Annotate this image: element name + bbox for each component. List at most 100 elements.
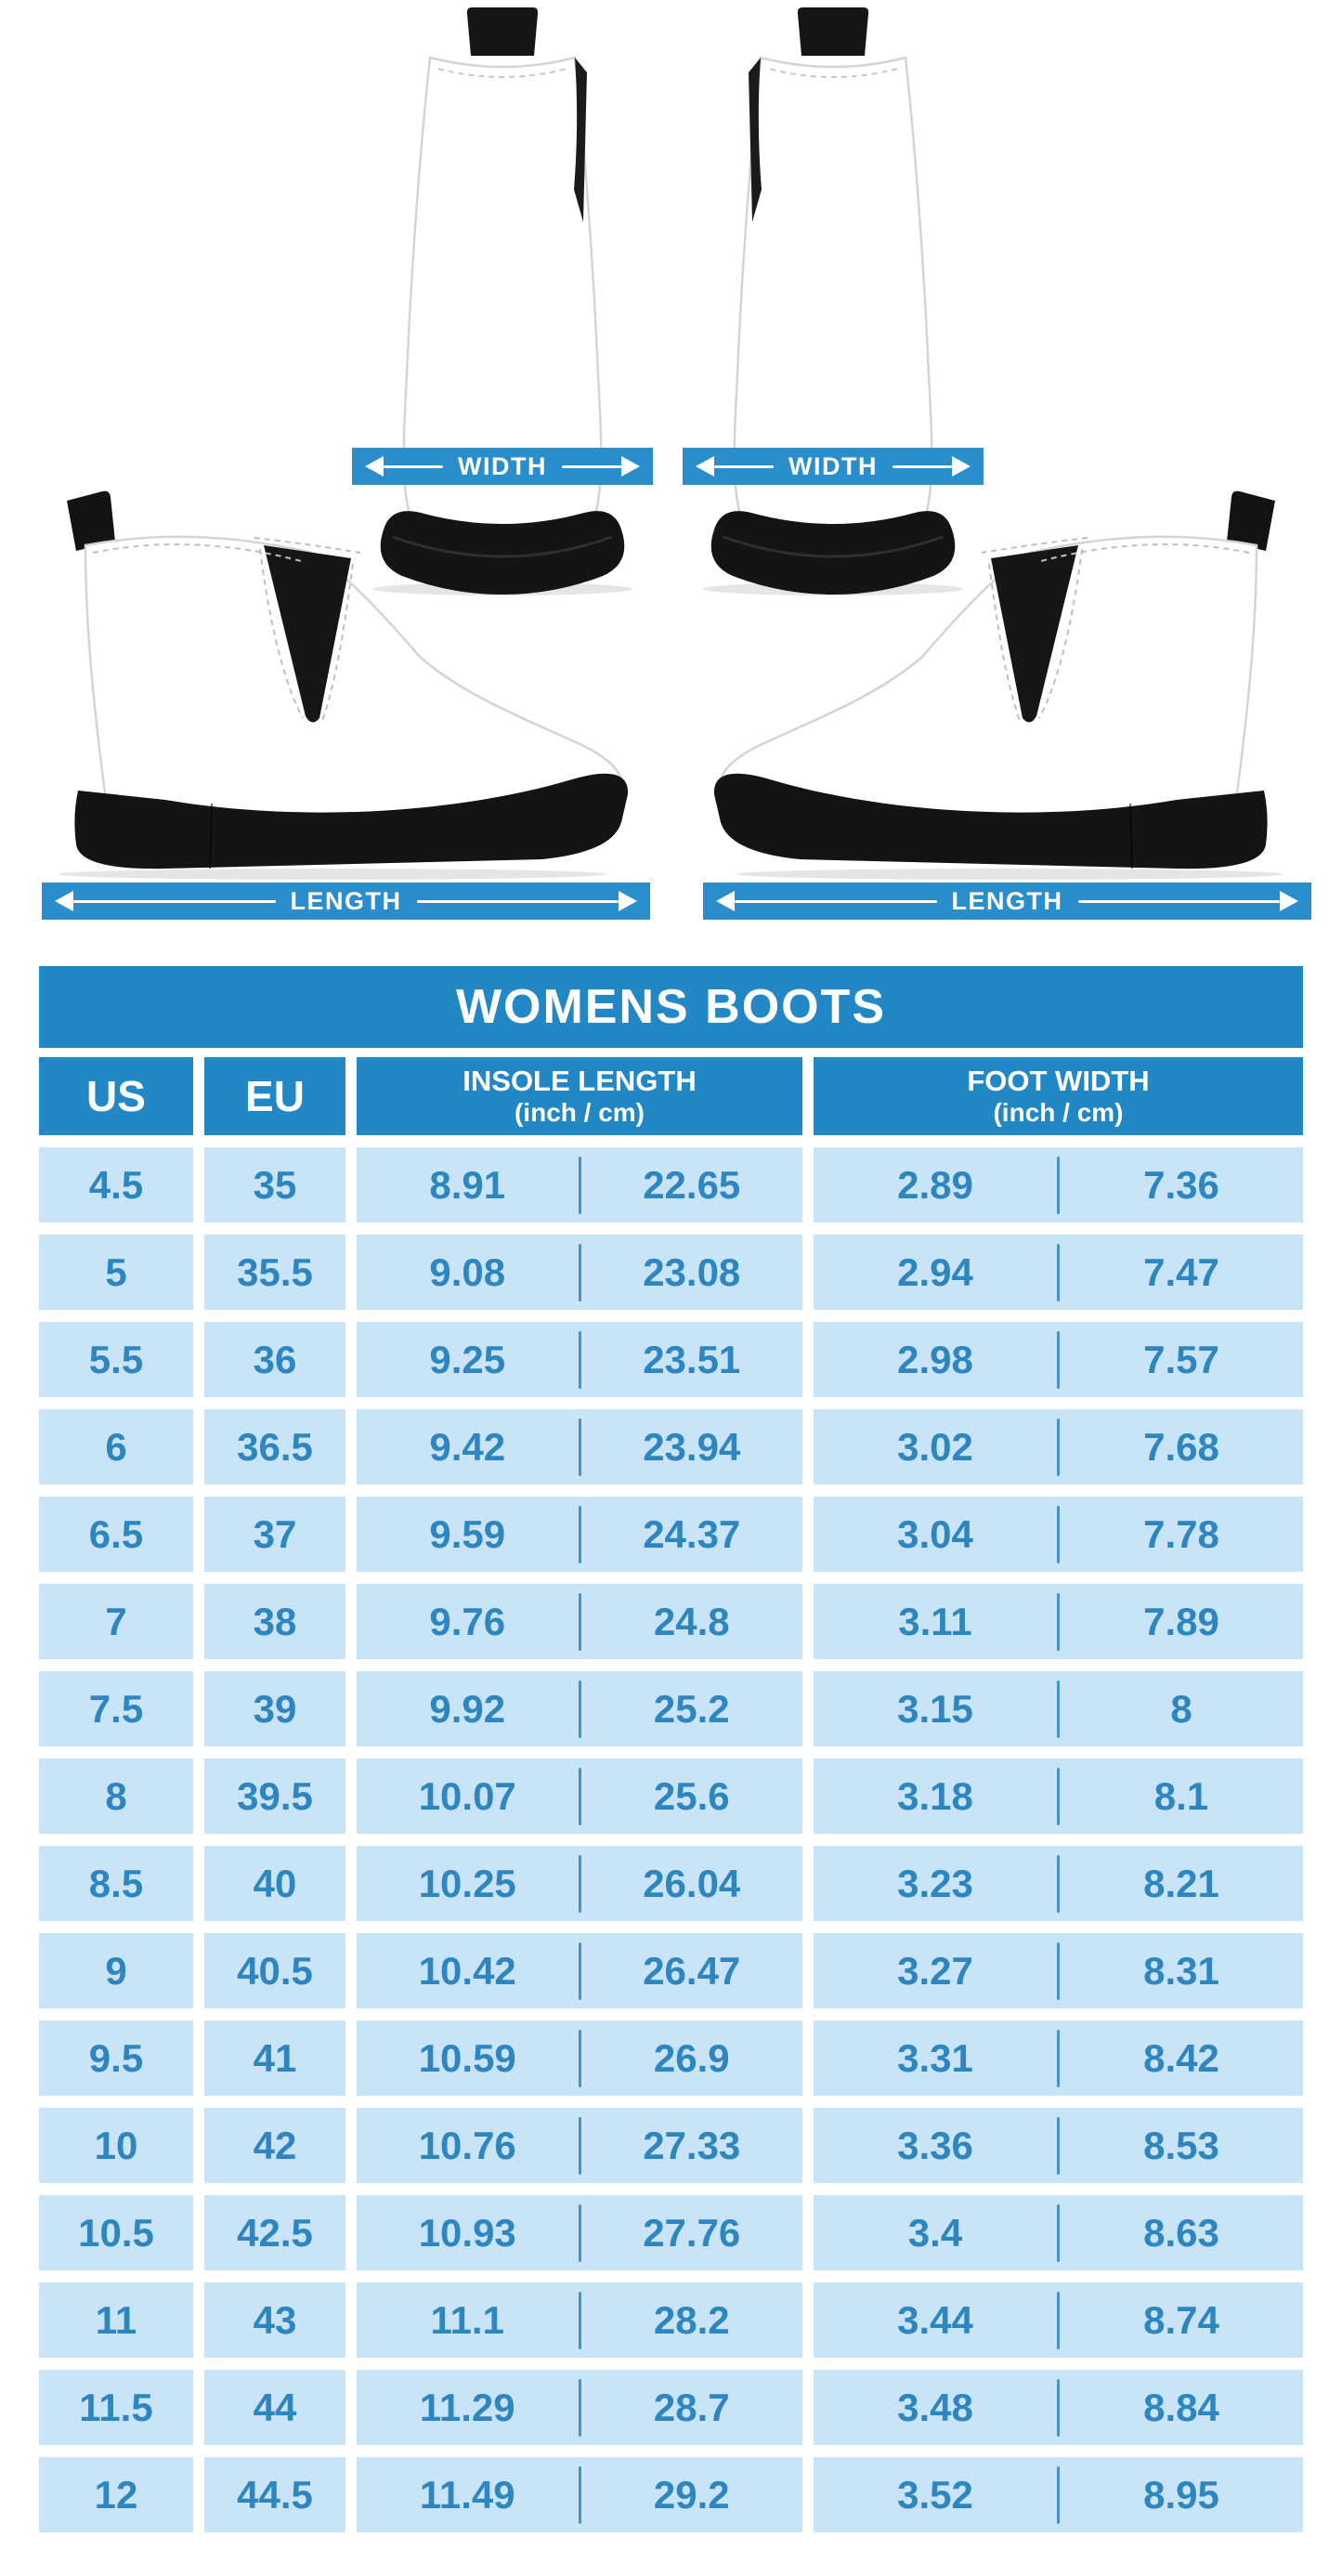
table-row: 7 38 9.76 24.8 3.11 7.89 [39, 1584, 1303, 1659]
eu-size-value: 40 [253, 1861, 297, 1905]
insole-inch-value: 9.92 [429, 1686, 506, 1731]
us-size-value: 10.5 [78, 2210, 154, 2255]
us-size-value: 6.5 [88, 1511, 144, 1556]
boot-side-right-image [703, 484, 1316, 880]
boot-side-left-image [26, 484, 639, 880]
us-size-value: 5.5 [88, 1337, 144, 1381]
foot-width-inch-value: 3.11 [898, 1599, 972, 1643]
table-row: 5.5 36 9.25 23.51 2.98 7.57 [39, 1322, 1303, 1397]
eu-size-value: 44 [253, 2385, 297, 2429]
arrow-line [714, 464, 774, 468]
eu-size-cell: 35.5 [204, 1235, 345, 1310]
insole-cm-value: 25.2 [653, 1686, 730, 1731]
us-size-value: 4.5 [88, 1162, 144, 1207]
table-title: WOMENS BOOTS [39, 966, 1303, 1048]
unit-divider [578, 1592, 581, 1651]
eu-size-cell: 38 [204, 1584, 345, 1659]
arrow-left-icon [55, 891, 73, 911]
us-size-cell: 8.5 [39, 1846, 193, 1921]
foot-width-cell: 3.18 8.1 [814, 1759, 1303, 1834]
unit-divider [1057, 2291, 1060, 2349]
us-size-cell: 10.5 [39, 2195, 193, 2270]
table-row: 6.5 37 9.59 24.37 3.04 7.78 [39, 1497, 1303, 1572]
insole-length-cell: 8.91 22.65 [357, 1147, 802, 1223]
eu-size-cell: 44 [204, 2370, 345, 2445]
foot-width-inch-value: 3.48 [897, 2385, 973, 2429]
arrow-line [73, 899, 276, 903]
insole-length-cell: 11.49 29.2 [357, 2457, 802, 2532]
foot-width-cell: 3.48 8.84 [814, 2370, 1303, 2445]
column-header-foot-width: FOOT WIDTH (inch / cm) [814, 1057, 1303, 1135]
us-size-cell: 11.5 [39, 2370, 193, 2445]
foot-width-cell: 3.04 7.78 [814, 1497, 1303, 1572]
insole-length-cell: 10.59 26.9 [357, 2020, 802, 2096]
foot-width-cm-value: 7.47 [1143, 1249, 1219, 1294]
us-size-cell: 4.5 [39, 1147, 193, 1223]
eu-size-cell: 41 [204, 2020, 345, 2096]
insole-length-cell: 9.59 24.37 [357, 1497, 802, 1572]
insole-inch-value: 10.42 [418, 1948, 516, 1993]
us-size-cell: 10 [39, 2108, 193, 2183]
boot-front-left-image: WIDTH [352, 4, 653, 598]
eu-size-value: 37 [253, 1511, 297, 1556]
table-row: 10.5 42.5 10.93 27.76 3.4 8.63 [39, 2195, 1303, 2270]
arrow-line [384, 464, 443, 468]
eu-size-value: 36.5 [237, 1424, 313, 1469]
foot-width-cell: 3.36 8.53 [814, 2108, 1303, 2183]
eu-size-value: 35.5 [237, 1249, 313, 1294]
foot-width-inch-value: 2.89 [897, 1162, 973, 1207]
insole-cm-value: 23.94 [643, 1424, 741, 1469]
insole-inch-value: 11.1 [430, 2297, 504, 2342]
unit-divider [1057, 2029, 1060, 2087]
unit-divider [578, 2116, 581, 2175]
foot-width-cell: 2.94 7.47 [814, 1235, 1303, 1310]
eu-size-value: 42 [253, 2123, 297, 2167]
boot-front-illustration [372, 7, 632, 595]
insole-cm-value: 24.8 [653, 1599, 730, 1643]
foot-width-inch-value: 3.23 [897, 1861, 973, 1905]
foot-width-cm-value: 7.89 [1143, 1599, 1219, 1643]
unit-divider [578, 2029, 581, 2087]
arrow-line [892, 464, 952, 468]
table-row: 9 40.5 10.42 26.47 3.27 8.31 [39, 1933, 1303, 2008]
eu-size-cell: 42.5 [204, 2195, 345, 2270]
width-measure-band-right: WIDTH [683, 448, 984, 485]
eu-size-value: 38 [253, 1599, 297, 1643]
foot-width-cell: 3.27 8.31 [814, 1933, 1303, 2008]
arrow-line [416, 899, 619, 903]
unit-divider [1057, 2116, 1060, 2175]
eu-size-cell: 39.5 [204, 1759, 345, 1834]
insole-inch-value: 9.59 [429, 1511, 506, 1556]
unit-divider [578, 1854, 581, 1913]
foot-width-cell: 3.52 8.95 [814, 2457, 1303, 2532]
foot-width-cm-value: 7.36 [1143, 1162, 1219, 1207]
insole-cm-value: 23.51 [643, 1337, 741, 1381]
unit-divider [1057, 1680, 1060, 1738]
length-label: LENGTH [290, 886, 402, 915]
unit-divider [578, 1680, 581, 1738]
us-size-value: 6 [105, 1424, 127, 1469]
foot-width-cm-value: 8.53 [1143, 2123, 1219, 2167]
insole-inch-value: 11.49 [419, 2472, 515, 2517]
foot-width-cm-value: 8.1 [1153, 1773, 1209, 1818]
foot-width-inch-value: 3.02 [897, 1424, 973, 1469]
unit-divider [578, 2465, 581, 2524]
table-row: 11 43 11.1 28.2 3.44 8.74 [39, 2282, 1303, 2358]
insole-length-cell: 9.92 25.2 [357, 1671, 802, 1746]
insole-inch-value: 9.42 [429, 1424, 506, 1469]
unit-divider [578, 1767, 581, 1825]
boot-front-illustration [703, 7, 963, 595]
insole-cm-value: 24.37 [643, 1511, 741, 1556]
unit-divider [1057, 2203, 1060, 2262]
eu-size-value: 43 [253, 2297, 297, 2342]
insole-inch-value: 8.91 [429, 1162, 506, 1207]
eu-size-value: 39 [253, 1686, 297, 1731]
unit-divider [1057, 1330, 1060, 1389]
arrow-line [735, 899, 937, 903]
us-size-cell: 9 [39, 1933, 193, 2008]
insole-length-cell: 10.25 26.04 [357, 1846, 802, 1921]
arrow-right-icon [619, 891, 637, 911]
foot-width-inch-value: 2.98 [897, 1337, 973, 1381]
arrow-line [561, 464, 621, 468]
